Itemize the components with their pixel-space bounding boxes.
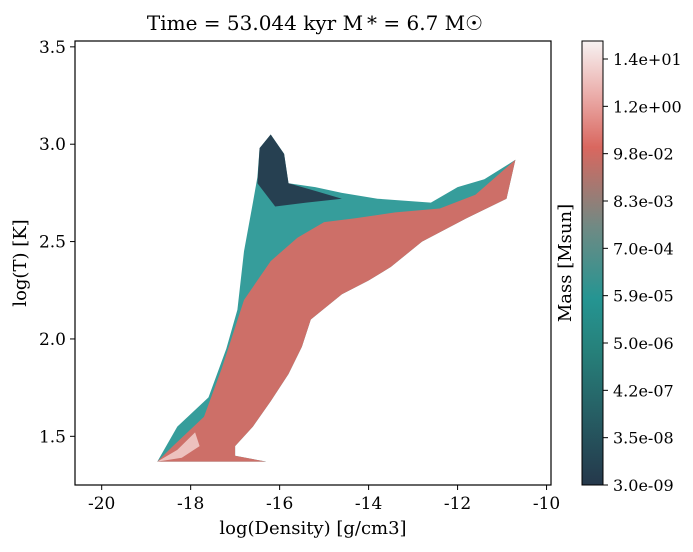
x-tick-label: -16 bbox=[266, 494, 293, 514]
x-axis-ticks: -20 -18 -16 -14 -12 -10 bbox=[88, 485, 560, 514]
colorbar-tick-label: 7.0e-04 bbox=[613, 239, 674, 258]
x-tick-label: -20 bbox=[88, 494, 115, 514]
region-hot-diffuse-cap bbox=[257, 134, 342, 207]
colorbar-tick-label: 8.3e-03 bbox=[613, 192, 674, 211]
y-tick-label: 2.5 bbox=[39, 233, 66, 253]
colorbar-label: Mass [Msun] bbox=[555, 204, 576, 322]
heatmap-regions bbox=[157, 134, 516, 462]
y-axis-label: log(T) [K] bbox=[10, 219, 31, 306]
y-tick-label: 3.5 bbox=[39, 38, 66, 58]
colorbar-tick-label: 3.0e-09 bbox=[613, 476, 674, 495]
colorbar-tick-label: 9.8e-02 bbox=[613, 145, 674, 164]
colorbar-tick-label: 1.2e+00 bbox=[613, 97, 682, 116]
plot-frame bbox=[74, 40, 552, 486]
y-tick-label: 2.0 bbox=[39, 330, 66, 350]
chart-title: Time = 53.044 kyr M * = 6.7 M☉ bbox=[147, 11, 483, 35]
x-tick-label: -18 bbox=[177, 494, 204, 514]
x-tick-label: -14 bbox=[355, 494, 382, 514]
colorbar-gradient bbox=[581, 40, 604, 486]
y-tick-label: 1.5 bbox=[39, 427, 66, 447]
y-tick-label: 3.0 bbox=[39, 135, 66, 155]
colorbar-tick-label: 1.4e+01 bbox=[613, 50, 682, 69]
plot-area bbox=[157, 134, 516, 462]
colorbar-tick-label: 4.2e-07 bbox=[613, 381, 674, 400]
region-cold-dense-branch bbox=[157, 159, 516, 462]
region-peak-density-core bbox=[157, 432, 200, 462]
colorbar-tick-label: 3.5e-08 bbox=[613, 429, 674, 448]
colorbar-tick-label: 5.0e-06 bbox=[613, 334, 674, 353]
colorbar: 3.0e-09 3.5e-08 4.2e-07 5.0e-06 5.9e-05 7.0e-… bbox=[555, 40, 682, 495]
y-axis-ticks: 1.5 2.0 2.5 3.0 3.5 bbox=[39, 38, 75, 447]
colorbar-ticks: 3.0e-09 3.5e-08 4.2e-07 5.0e-06 5.9e-05 7.0e-… bbox=[603, 50, 682, 495]
x-tick-label: -10 bbox=[533, 494, 560, 514]
colorbar-tick-label: 5.9e-05 bbox=[613, 287, 674, 306]
x-axis-label: log(Density) [g/cm3] bbox=[219, 518, 406, 539]
x-tick-label: -12 bbox=[444, 494, 471, 514]
